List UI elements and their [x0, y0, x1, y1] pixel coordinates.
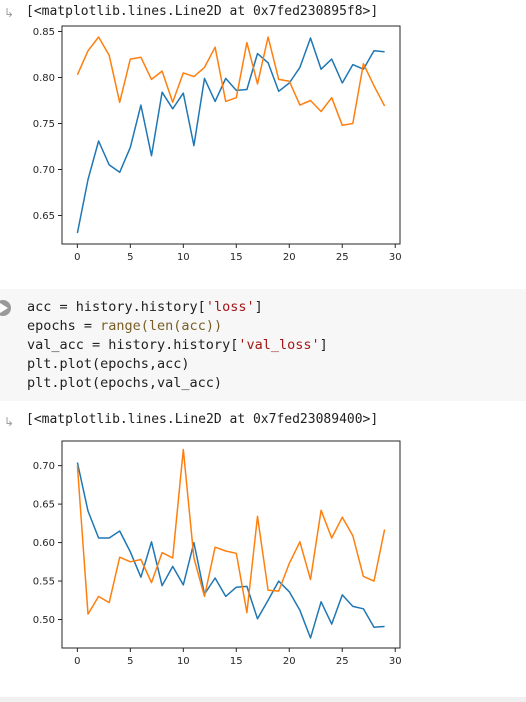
- y-tick-label: 0.55: [33, 577, 55, 588]
- code-token: val_acc = history.history[: [27, 337, 239, 353]
- code-token: range(len(acc)): [100, 318, 223, 334]
- x-tick-label: 10: [177, 252, 190, 263]
- code-token: ]: [319, 337, 328, 353]
- output-redirect-icon: ↳: [4, 6, 15, 20]
- output-repr-text: [<matplotlib.lines.Line2D at 0x7fed23089…: [26, 4, 379, 19]
- cell-separator: [0, 697, 526, 702]
- y-tick-label: 0.60: [33, 538, 55, 549]
- run-cell-button[interactable]: [0, 300, 11, 316]
- series-line-1: [76, 37, 385, 234]
- y-tick-label: 0.70: [33, 461, 55, 472]
- x-tick-label: 25: [336, 656, 349, 667]
- x-tick-label: 15: [230, 656, 243, 667]
- y-tick-label: 0.75: [33, 119, 55, 130]
- code-token: acc = history.history[: [27, 299, 206, 315]
- code-token: epochs =: [27, 318, 101, 334]
- x-tick-label: 5: [127, 252, 133, 263]
- y-tick-label: 0.70: [33, 165, 55, 176]
- code-line: val_acc = history.history['val_loss']: [27, 337, 328, 353]
- x-tick-label: 20: [283, 656, 296, 667]
- output-repr-text: [<matplotlib.lines.Line2D at 0x7fed23089…: [26, 412, 379, 427]
- y-tick-label: 0.85: [33, 27, 55, 38]
- x-tick-label: 30: [389, 656, 402, 667]
- code-line: epochs = range(len(acc)): [27, 318, 222, 334]
- code-token: 'val_loss': [238, 337, 320, 353]
- code-cell[interactable]: [0, 289, 526, 401]
- code-token: plt.plot(epochs,val_acc): [27, 375, 223, 391]
- output-redirect-icon: ↳: [4, 415, 15, 429]
- series-line-2: [76, 36, 386, 127]
- y-tick-label: 0.50: [33, 615, 55, 626]
- y-tick-label: 0.80: [33, 73, 55, 84]
- code-line: plt.plot(epochs,val_acc): [27, 375, 222, 391]
- x-tick-label: 15: [230, 252, 243, 263]
- code-line: acc = history.history['loss']: [27, 299, 263, 315]
- y-tick-label: 0.65: [33, 500, 55, 511]
- line-chart-1: 0 5 10 15 20 25 30 0.65 0.70 0.75 0.80 0.85: [33, 25, 402, 263]
- series-line-1: [76, 462, 385, 639]
- x-tick-label: 5: [127, 656, 133, 667]
- series-line-2: [76, 448, 386, 615]
- y-tick-label: 0.65: [33, 211, 55, 222]
- code-token: 'loss': [205, 299, 255, 315]
- x-tick-label: 0: [74, 656, 80, 667]
- x-tick-label: 10: [177, 656, 190, 667]
- code-token: ]: [254, 299, 263, 315]
- plot-frame: [61, 440, 401, 649]
- line-chart-2: 0 5 10 15 20 25 30 0.50 0.55 0.60 0.65 0.70: [33, 440, 402, 667]
- code-line: plt.plot(epochs,acc): [27, 356, 190, 372]
- play-icon: [0, 303, 8, 313]
- plot-frame: [61, 25, 401, 245]
- x-tick-label: 20: [283, 252, 296, 263]
- x-tick-label: 0: [74, 252, 80, 263]
- x-tick-label: 30: [389, 252, 402, 263]
- x-tick-label: 25: [336, 252, 349, 263]
- code-token: plt.plot(epochs,acc): [27, 356, 190, 372]
